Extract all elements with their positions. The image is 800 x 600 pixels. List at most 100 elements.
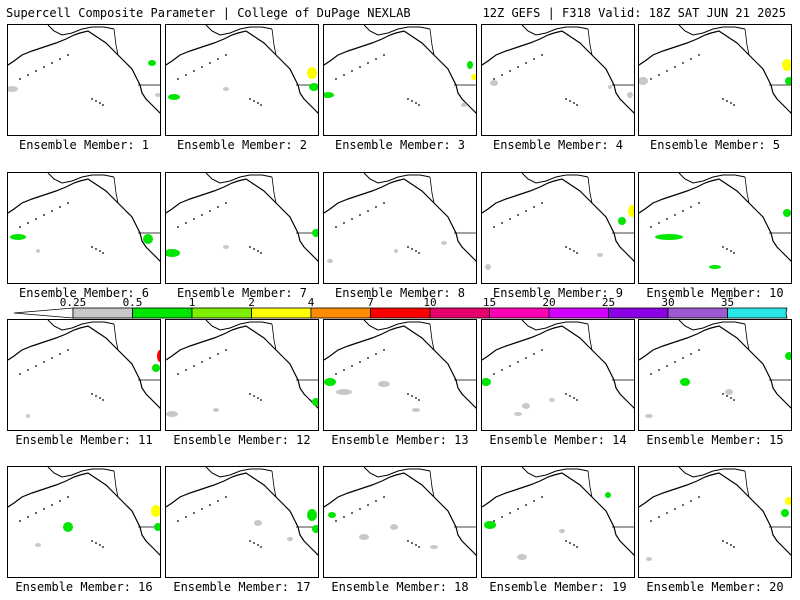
island — [501, 516, 503, 518]
member-label: Ensemble Member: 7 — [176, 286, 308, 300]
coastline — [205, 320, 273, 331]
map-canvas — [166, 320, 318, 417]
island — [351, 512, 353, 514]
colorbar-segment — [429, 307, 490, 319]
coastline — [205, 25, 273, 36]
scp-contour — [168, 94, 180, 100]
scp-contour — [254, 520, 262, 526]
coastline — [166, 472, 318, 556]
island — [185, 369, 187, 371]
island — [730, 397, 732, 399]
scp-contour — [312, 229, 318, 237]
coastline — [678, 25, 746, 36]
island — [375, 500, 377, 502]
scp-contour — [482, 378, 491, 386]
island — [418, 399, 420, 401]
map-canvas — [166, 173, 318, 262]
island — [351, 70, 353, 72]
scp-contour — [471, 74, 476, 80]
island — [253, 248, 255, 250]
island — [19, 373, 21, 375]
political-border — [429, 470, 435, 498]
island — [217, 500, 219, 502]
island — [375, 206, 377, 208]
island — [666, 512, 668, 514]
ensemble-member-map — [165, 319, 319, 431]
scp-contour — [680, 378, 690, 386]
island — [35, 365, 37, 367]
island — [411, 100, 413, 102]
island — [185, 516, 187, 518]
political-border — [587, 323, 593, 351]
island — [99, 102, 101, 104]
island — [733, 252, 735, 254]
island — [59, 500, 61, 502]
member-label: Ensemble Member: 14 — [489, 433, 627, 447]
island — [335, 520, 337, 522]
island — [27, 369, 29, 371]
scp-contour — [608, 85, 612, 89]
island — [257, 102, 259, 104]
island — [722, 246, 724, 248]
scp-contour — [783, 209, 791, 217]
coastline — [678, 173, 746, 184]
island — [335, 226, 337, 228]
island — [102, 546, 104, 548]
scp-contour — [785, 77, 791, 85]
island — [359, 66, 361, 68]
coastline — [324, 325, 476, 409]
ensemble-member-map — [323, 172, 477, 284]
island — [541, 202, 543, 204]
island — [193, 218, 195, 220]
coastline — [639, 472, 791, 556]
coastline — [205, 467, 273, 478]
island — [67, 349, 69, 351]
ensemble-member-map — [481, 319, 635, 431]
island — [95, 542, 97, 544]
colorbar-segment — [608, 307, 669, 319]
island — [51, 62, 53, 64]
island — [225, 349, 227, 351]
island — [517, 66, 519, 68]
island — [674, 508, 676, 510]
island — [565, 98, 567, 100]
island — [730, 250, 732, 252]
scp-contour — [223, 245, 229, 249]
island — [193, 365, 195, 367]
island — [565, 540, 567, 542]
island — [383, 349, 385, 351]
island — [67, 54, 69, 56]
member-label: Ensemble Member: 12 — [173, 433, 311, 447]
island — [217, 353, 219, 355]
colorbar-segment — [548, 307, 609, 319]
map-canvas — [8, 467, 160, 556]
scp-contour — [312, 398, 318, 406]
island — [209, 210, 211, 212]
coastline — [521, 173, 589, 184]
island — [67, 202, 69, 204]
island — [418, 104, 420, 106]
island — [493, 373, 495, 375]
island — [650, 520, 652, 522]
island — [698, 202, 700, 204]
coastline — [166, 325, 318, 409]
scp-contour — [639, 77, 648, 85]
island — [501, 222, 503, 224]
island — [35, 218, 37, 220]
island — [722, 540, 724, 542]
political-border — [429, 323, 435, 351]
island — [569, 100, 571, 102]
coastline — [47, 320, 115, 331]
scp-contour — [35, 543, 41, 547]
island — [209, 504, 211, 506]
map-canvas — [482, 467, 634, 560]
island — [726, 395, 728, 397]
member-label: Ensemble Member: 18 — [331, 580, 469, 594]
scp-contour — [461, 103, 467, 107]
coastline — [8, 472, 160, 556]
colorbar-tick-label: 0.5 — [123, 296, 143, 309]
scp-contour — [655, 234, 683, 240]
island — [726, 542, 728, 544]
colorbar-tick-label: 4 — [308, 296, 315, 309]
scp-contour — [154, 523, 160, 531]
